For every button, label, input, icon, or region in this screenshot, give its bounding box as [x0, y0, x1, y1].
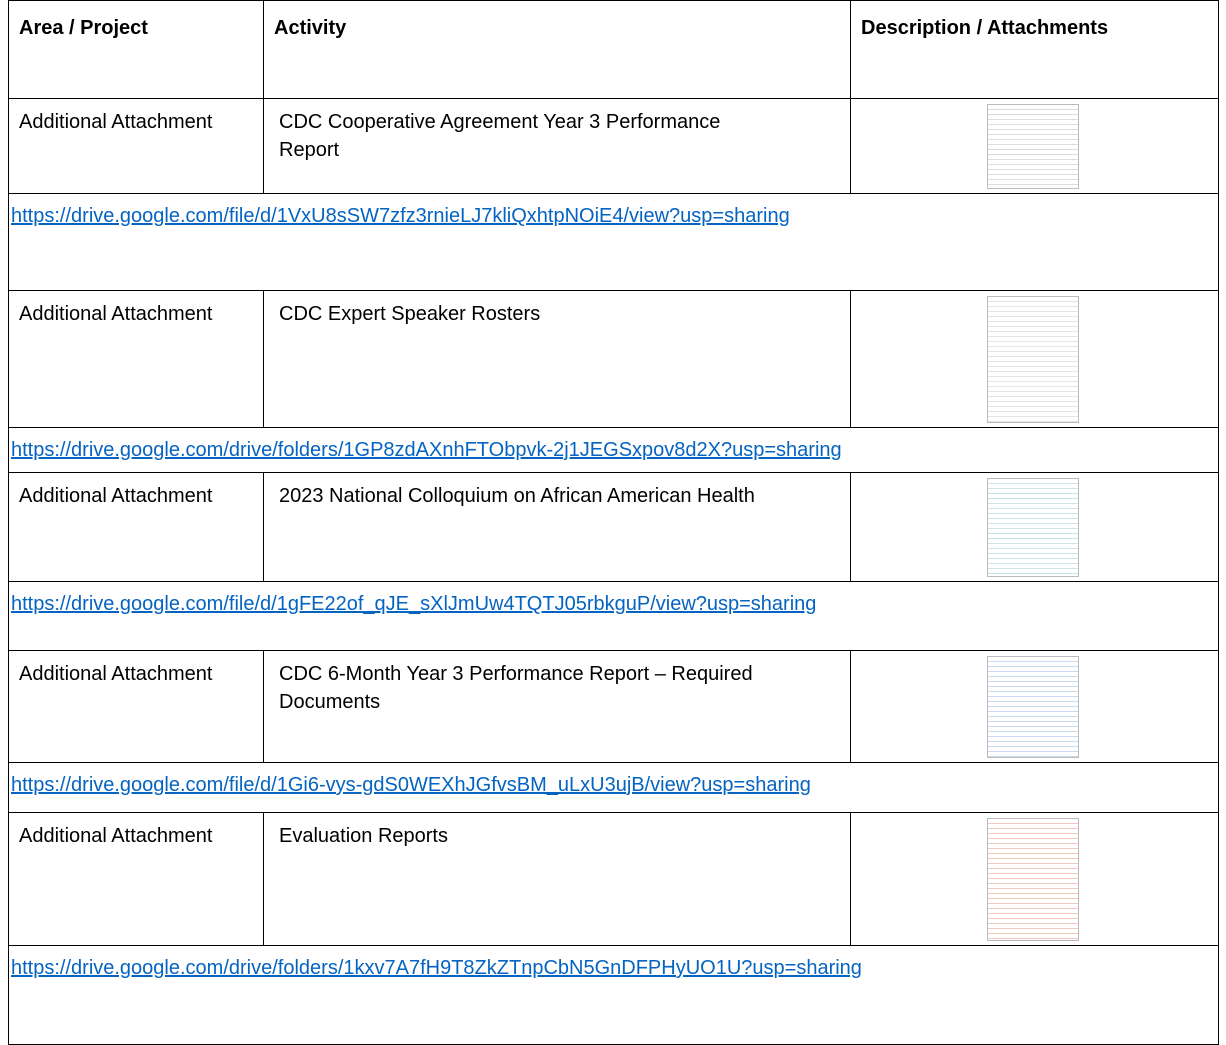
border: [263, 98, 264, 193]
area-cell: Additional Attachment: [19, 111, 213, 133]
area-cell: Additional Attachment: [19, 825, 213, 847]
header-cell: Area / Project: [19, 17, 148, 39]
activity-cell: CDC Expert Speaker Rosters: [279, 303, 541, 325]
border: [8, 290, 9, 427]
drive-link[interactable]: https://drive.google.com/file/d/1gFE22of…: [11, 593, 817, 615]
border: [8, 581, 1219, 582]
drive-link[interactable]: https://drive.google.com/file/d/1Gi6-vys…: [11, 774, 811, 796]
border: [8, 472, 1219, 473]
border: [850, 650, 851, 762]
border: [1218, 472, 1219, 581]
border: [1218, 762, 1219, 812]
border: [8, 762, 9, 812]
border: [8, 762, 1219, 763]
border: [8, 427, 1219, 428]
border: [8, 581, 9, 650]
attachment-thumbnail: [987, 478, 1079, 577]
drive-link[interactable]: https://drive.google.com/drive/folders/1…: [11, 439, 842, 461]
border: [8, 650, 9, 762]
border: [1218, 650, 1219, 762]
header-cell: Description / Attachments: [861, 17, 1109, 39]
border: [8, 427, 9, 472]
border: [1218, 98, 1219, 193]
border: [8, 650, 1219, 651]
border: [1218, 945, 1219, 1044]
area-cell: Additional Attachment: [19, 303, 213, 325]
border: [850, 812, 851, 945]
border: [8, 472, 9, 581]
drive-link[interactable]: https://drive.google.com/file/d/1VxU8sSW…: [11, 205, 790, 227]
border: [1218, 812, 1219, 945]
border: [263, 0, 264, 98]
border: [263, 650, 264, 762]
border: [850, 472, 851, 581]
border: [8, 98, 9, 193]
border: [1218, 427, 1219, 472]
border: [8, 812, 9, 945]
border: [850, 0, 851, 98]
activity-cell: CDC Cooperative Agreement Year 3 Perform…: [279, 111, 721, 161]
border: [263, 812, 264, 945]
attachment-thumbnail: [987, 296, 1079, 423]
border: [1218, 193, 1219, 290]
border: [8, 945, 9, 1044]
border: [8, 0, 1219, 1]
attachment-thumbnail: [987, 656, 1079, 758]
area-cell: Additional Attachment: [19, 485, 213, 507]
activity-cell: Evaluation Reports: [279, 825, 448, 847]
attachment-thumbnail: [987, 818, 1079, 941]
border: [8, 290, 1219, 291]
border: [8, 0, 9, 98]
activity-cell: CDC 6-Month Year 3 Performance Report – …: [279, 663, 753, 713]
border: [8, 98, 1219, 99]
border: [850, 98, 851, 193]
border: [8, 812, 1219, 813]
border: [850, 290, 851, 427]
border: [8, 193, 9, 290]
header-cell: Activity: [274, 17, 347, 39]
border: [1218, 581, 1219, 650]
border: [8, 945, 1219, 946]
activity-cell: 2023 National Colloquium on African Amer…: [279, 485, 755, 507]
border: [8, 193, 1219, 194]
border: [263, 290, 264, 427]
border: [1218, 0, 1219, 98]
area-cell: Additional Attachment: [19, 663, 213, 685]
attachment-thumbnail: [987, 104, 1079, 189]
drive-link[interactable]: https://drive.google.com/drive/folders/1…: [11, 957, 862, 979]
border: [263, 472, 264, 581]
border: [1218, 290, 1219, 427]
